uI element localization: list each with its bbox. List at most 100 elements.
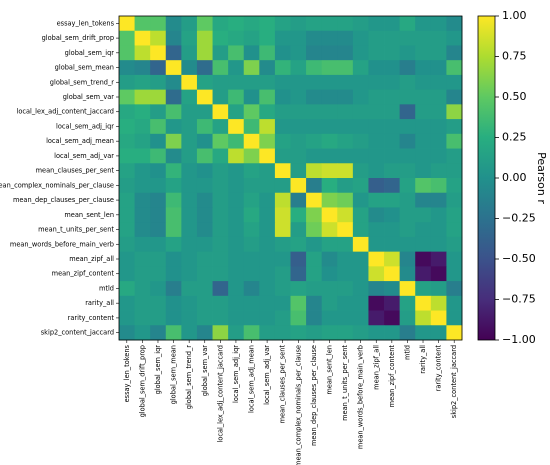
heatmap-cell [150, 266, 167, 282]
heatmap-cell [196, 222, 213, 238]
heatmap-cell [274, 45, 291, 61]
heatmap-cell [119, 192, 135, 208]
heatmap-cell [212, 60, 229, 76]
heatmap-cell [150, 192, 167, 208]
heatmap-cell [196, 178, 213, 194]
heatmap-cell [290, 16, 307, 32]
y-tick-label: skip2_content_jaccard [41, 329, 114, 337]
heatmap-cell [196, 266, 213, 282]
heatmap-cell [306, 281, 323, 297]
heatmap-cell [352, 281, 369, 297]
heatmap-cell [150, 281, 167, 297]
heatmap-cell [430, 310, 447, 326]
heatmap-cell [259, 45, 276, 61]
heatmap-cell [228, 251, 245, 267]
colorbar-tick-label: 0.00 [502, 171, 527, 184]
heatmap-cell [399, 325, 416, 341]
heatmap-cell [290, 222, 307, 238]
heatmap-cell [290, 163, 307, 179]
heatmap-cell [134, 310, 151, 326]
heatmap-cell [165, 133, 182, 149]
heatmap-cell [430, 74, 447, 91]
heatmap-cell [119, 310, 135, 326]
heatmap-cell [337, 207, 354, 223]
heatmap-cell [415, 30, 432, 46]
colorbar-label: Pearson r [535, 152, 548, 204]
heatmap-cell [306, 192, 323, 208]
heatmap-cell [181, 207, 198, 223]
heatmap-cell [259, 192, 276, 208]
heatmap-cell [181, 148, 198, 164]
heatmap-cell [181, 16, 198, 32]
heatmap-cell [243, 281, 260, 297]
heatmap-cell [306, 74, 323, 91]
heatmap-cell [446, 45, 463, 61]
heatmap-cell [181, 281, 198, 297]
heatmap-cell [259, 266, 276, 282]
y-tick-label: global_sem_drift_prop [42, 34, 114, 42]
heatmap-cell [119, 60, 135, 76]
heatmap-cell [415, 148, 432, 164]
heatmap-cell [212, 178, 229, 194]
heatmap-cell [119, 74, 135, 91]
heatmap-cell [321, 251, 338, 267]
heatmap-cell [430, 207, 447, 223]
heatmap-cell [134, 16, 151, 32]
heatmap-cell [399, 16, 416, 32]
x-tick-label: mean_sent_len [325, 345, 333, 395]
heatmap-cell [368, 89, 385, 105]
heatmap-cell [399, 119, 416, 135]
heatmap-cell [274, 192, 291, 208]
heatmap-cell [430, 325, 447, 341]
heatmap-cell [150, 207, 167, 223]
heatmap-cell [181, 266, 198, 282]
heatmap-cell [212, 16, 229, 32]
colorbar-tick-label: −1.00 [502, 333, 536, 346]
heatmap-cell [415, 281, 432, 297]
heatmap-cell [134, 60, 151, 76]
heatmap-cell [337, 178, 354, 194]
heatmap-cell [384, 30, 401, 46]
heatmap-cell [321, 222, 338, 238]
heatmap-cell [337, 236, 354, 253]
heatmap-cell [181, 192, 198, 208]
heatmap-cell [384, 16, 401, 32]
heatmap-cell [196, 60, 213, 76]
heatmap-cell [134, 222, 151, 238]
heatmap-cell [446, 133, 463, 149]
heatmap-cell [337, 266, 354, 282]
heatmap-cell [384, 222, 401, 238]
heatmap-cell [274, 16, 291, 32]
heatmap-cell [352, 310, 369, 326]
x-tick-label: essay_len_tokens [123, 344, 131, 402]
heatmap-cell [384, 236, 401, 253]
heatmap-cell [274, 178, 291, 194]
heatmap-cell [196, 89, 213, 105]
heatmap-cell [165, 45, 182, 61]
heatmap-cell [352, 266, 369, 282]
heatmap-cell [134, 148, 151, 164]
heatmap-cell [212, 236, 229, 253]
heatmap-cell [306, 16, 323, 32]
heatmap-cell [430, 163, 447, 179]
heatmap-cell [243, 310, 260, 326]
heatmap-cell [243, 222, 260, 238]
heatmap-cell [337, 310, 354, 326]
heatmap-cell [399, 222, 416, 238]
heatmap-cell [290, 325, 307, 341]
heatmap-cell [368, 310, 385, 326]
x-tick-label: mean_t_units_per_sent [341, 345, 349, 421]
heatmap-cell [134, 281, 151, 297]
heatmap-cell [259, 60, 276, 76]
y-tick-label: global_sem_trend_r [50, 78, 114, 86]
heatmap-cell [337, 45, 354, 61]
heatmap-cell [150, 148, 167, 164]
heatmap-cell [446, 89, 463, 105]
heatmap-cell [399, 74, 416, 91]
heatmap-cell [415, 325, 432, 341]
heatmap-cell [368, 119, 385, 135]
heatmap-cell [337, 104, 354, 120]
heatmap-cell [196, 74, 213, 91]
heatmap-cell [119, 236, 135, 253]
heatmap-cell [337, 148, 354, 164]
